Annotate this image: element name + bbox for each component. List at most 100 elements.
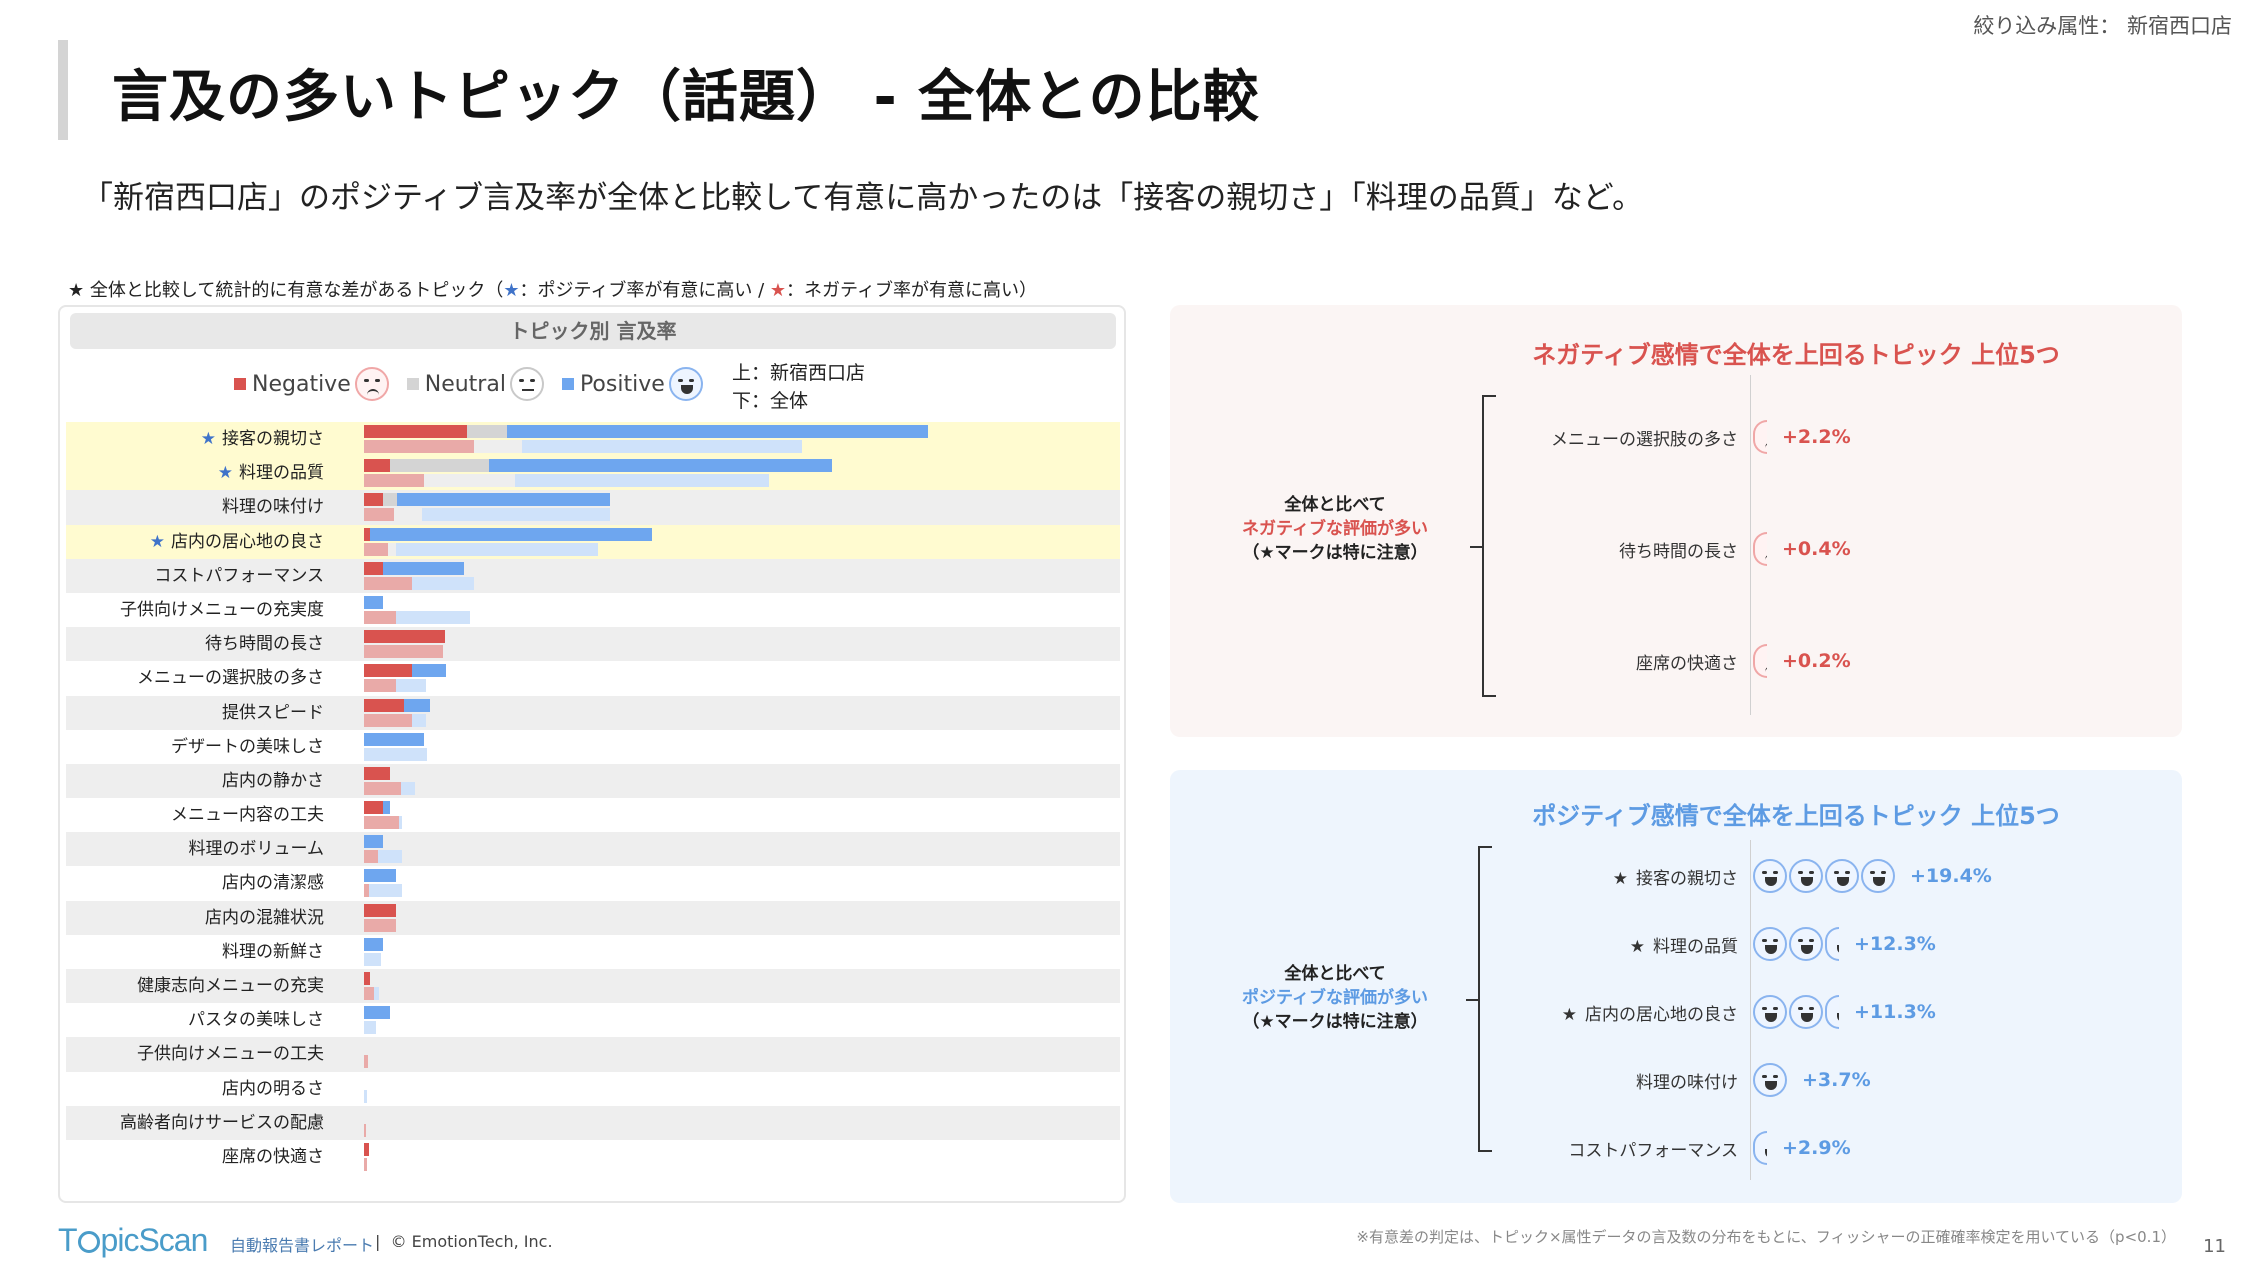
topic-mention-chart-panel: トピック別 言及率 Negative Neutral Positive 上：新宿… (58, 305, 1126, 1203)
store-bar (364, 801, 390, 815)
topic-name-text: ★ 接客の親切さ (1613, 864, 1738, 889)
red-star-icon: ★ (769, 280, 787, 301)
star-note-prefix: ★ 全体と比較して統計的に有意な差があるトピック（ (68, 280, 504, 301)
positive-segment (506, 425, 928, 438)
topic-value: +2.9% (1752, 1128, 1851, 1168)
positive-segment (370, 527, 653, 541)
positive-segment (521, 440, 803, 453)
face-meter (1752, 1063, 1788, 1097)
legend-negative: Negative (234, 367, 397, 401)
filter-value: 新宿西口店 (2127, 14, 2232, 38)
neutral-segment (394, 508, 423, 522)
legend-positive: Positive (561, 367, 711, 401)
neutral-face-icon (509, 367, 544, 401)
positive-segment (364, 1006, 390, 1020)
neutral-segment (466, 425, 507, 438)
neutral-segment (383, 493, 398, 507)
positive-segment (364, 937, 384, 951)
face-meter (1752, 995, 1840, 1029)
positive-segment (364, 595, 384, 609)
positive-segment (489, 459, 832, 473)
chart-row: 店内の静かさ (66, 763, 1120, 799)
positive-segment (411, 664, 447, 678)
topic-name-text: 待ち時間の長さ (1619, 537, 1738, 562)
topic-label: 料理の新鮮さ (222, 935, 324, 969)
chart-row: デザートの美味しさ (66, 730, 1120, 764)
negative-segment (364, 816, 399, 830)
store-bar (364, 869, 397, 883)
topic-text: 店内の居心地の良さ (1585, 1004, 1738, 1025)
topic-value: +19.4% (1752, 856, 1992, 896)
negative-segment (364, 1157, 368, 1171)
topic-label-text: 接客の親切さ (222, 429, 324, 449)
negative-segment (364, 884, 370, 898)
diff-value: +11.3% (1854, 1001, 1936, 1023)
store-bar (364, 766, 390, 780)
topic-label-text: 店内の静かさ (222, 770, 324, 791)
topic-name: ★ 店内の居心地の良さ (1470, 992, 1738, 1032)
negative-segment (364, 542, 388, 556)
significant-star-icon: ★ (200, 429, 216, 449)
store-bar (364, 1142, 370, 1156)
star-icon: ★ (1612, 868, 1628, 889)
positive-side-line2: ポジティブな評価が多い (1242, 988, 1428, 1008)
topic-name: 待ち時間の長さ (1470, 529, 1738, 569)
topic-label-text: メニューの選択肢の多さ (137, 668, 324, 689)
negative-segment (364, 850, 379, 864)
chart-row: 料理のボリューム (66, 832, 1120, 867)
topic-label-text: 店内の混雑状況 (205, 907, 324, 928)
legend-neutral-label: Neutral (424, 371, 506, 397)
topic-text: 接客の親切さ (1636, 868, 1738, 889)
negative-segment (364, 903, 397, 917)
negative-segment (364, 474, 425, 488)
overall-bar (364, 542, 599, 556)
store-bar (364, 937, 384, 951)
chart-title: トピック別 言及率 (70, 313, 1116, 349)
negative-bracket (1470, 395, 1496, 697)
overall-bar (364, 645, 443, 659)
topic-label: パスタの美味しさ (188, 1003, 324, 1037)
topic-text: 料理の味付け (1636, 1072, 1738, 1093)
store-bar (364, 425, 928, 438)
logo-text-suffix: picScan (100, 1222, 209, 1258)
chart-row: 健康志向メニューの充実 (66, 969, 1120, 1004)
topic-label: 健康志向メニューの充実 (137, 969, 324, 1003)
topic-value: +11.3% (1752, 992, 1936, 1032)
positive-face-icon (1753, 859, 1787, 893)
neutral-segment (389, 459, 490, 473)
positive-segment (364, 1021, 376, 1035)
positive-segment (364, 732, 425, 746)
topic-label-text: 店内の居心地の良さ (171, 531, 324, 552)
topic-label: ★ 接客の親切さ (201, 422, 324, 456)
chart-row: 店内の明るさ (66, 1072, 1120, 1106)
negative-segment (364, 425, 467, 438)
topic-label: 店内の明るさ (222, 1072, 324, 1106)
topic-text: メニューの選択肢の多さ (1551, 429, 1738, 450)
positive-face-icon (1753, 1063, 1787, 1097)
negative-side-line3: （★マークは特に注意） (1242, 543, 1428, 563)
topic-label-text: 料理の新鮮さ (222, 941, 324, 962)
chart-row: 座席の快適さ (66, 1140, 1120, 1174)
positive-segment (411, 576, 475, 590)
topic-label: 料理の味付け (222, 490, 324, 524)
positive-face-icon (1861, 859, 1895, 893)
positive-face-icon (1789, 859, 1823, 893)
diff-value: +19.4% (1910, 865, 1992, 887)
topic-label: 座席の快適さ (222, 1140, 324, 1174)
topic-text: 座席の快適さ (1636, 653, 1738, 674)
store-bar (364, 1006, 390, 1020)
chart-row: ★ 店内の居心地の良さ (66, 524, 1120, 559)
face-meter (1752, 1131, 1768, 1165)
topic-label-text: コストパフォーマンス (154, 565, 324, 586)
chart-legend: Negative Neutral Positive (234, 367, 721, 401)
topic-name-text: コストパフォーマンス (1568, 1136, 1738, 1161)
legend-negative-swatch (234, 378, 246, 390)
topic-label-text: 提供スピード (222, 702, 324, 723)
overall-bar (364, 747, 427, 761)
star-note-blue-text: ：ポジティブ率が有意に高い / (519, 280, 770, 301)
negative-segment (364, 527, 371, 541)
negative-face-icon (354, 367, 389, 401)
topic-name-text: メニューの選択肢の多さ (1551, 425, 1738, 450)
positive-side-line1: 全体と比べて (1284, 964, 1386, 984)
